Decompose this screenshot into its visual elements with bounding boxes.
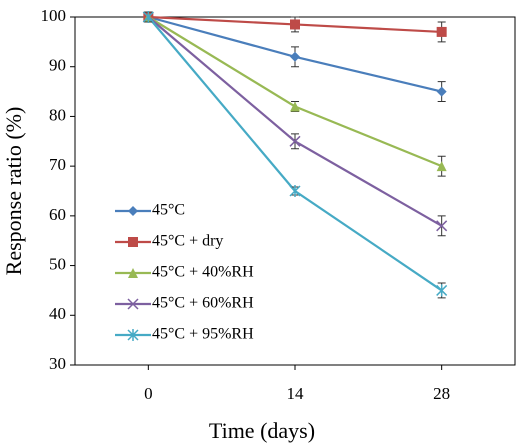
y-tick-label: 30 xyxy=(49,354,66,373)
y-tick-label: 50 xyxy=(49,254,66,273)
x-axis-title: Time (days) xyxy=(209,418,315,443)
marker xyxy=(289,185,301,197)
legend-marker xyxy=(127,329,139,341)
y-tick-label: 60 xyxy=(49,205,66,224)
legend-item: 45°C + dry xyxy=(115,233,223,250)
y-tick-label: 100 xyxy=(41,6,67,25)
marker xyxy=(436,284,448,297)
x-tick-label: 14 xyxy=(287,384,305,403)
marker xyxy=(142,11,154,23)
legend-marker xyxy=(128,268,138,278)
legend-text: 45°C + 95%RH xyxy=(152,326,254,343)
marker xyxy=(436,86,447,97)
x-tick-label: 0 xyxy=(144,384,153,403)
y-tick-label: 80 xyxy=(49,105,66,124)
marker xyxy=(436,161,447,172)
legend-text: 45°C + 60%RH xyxy=(152,295,254,312)
marker xyxy=(436,26,447,37)
y-tick-label: 70 xyxy=(49,155,66,174)
y-axis-title: Response ratio (%) xyxy=(1,107,26,276)
y-tick-label: 40 xyxy=(49,304,66,323)
legend-item: 45°C xyxy=(115,202,185,219)
marker xyxy=(289,135,301,147)
series xyxy=(143,11,447,177)
legend-item: 45°C + 40%RH xyxy=(115,264,254,281)
legend-marker xyxy=(128,206,138,216)
legend-text: 45°C xyxy=(152,202,185,219)
marker xyxy=(436,220,448,232)
legend-marker xyxy=(127,298,139,310)
marker xyxy=(290,101,300,112)
series xyxy=(142,11,448,237)
legend-item: 45°C + 95%RH xyxy=(115,326,254,343)
series xyxy=(142,11,448,299)
legend-text: 45°C + dry xyxy=(152,233,223,250)
legend-item: 45°C + 60%RH xyxy=(115,295,254,312)
y-tick-label: 90 xyxy=(49,56,66,75)
x-tick-label: 28 xyxy=(433,384,450,403)
marker xyxy=(290,19,300,30)
legend-marker xyxy=(128,237,138,247)
marker xyxy=(290,51,300,62)
legend-text: 45°C + 40%RH xyxy=(152,264,254,281)
